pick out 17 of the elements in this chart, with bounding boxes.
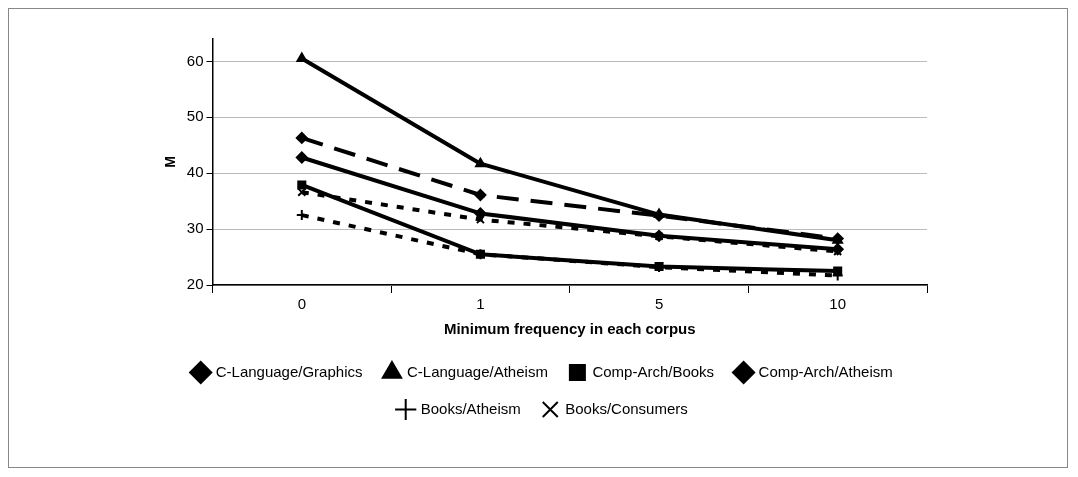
legend-label: Comp-Arch/Books	[592, 362, 715, 380]
x-axis-title: Minimum frequency in each corpus	[443, 320, 696, 338]
y-tick-label: 60	[186, 51, 204, 69]
y-tick-label: 40	[186, 163, 204, 181]
legend-label: Books/Consumers	[565, 399, 688, 417]
y-axis-title: M	[162, 156, 179, 168]
x-tick-label: 0	[297, 295, 306, 313]
x-tick-label: 10	[829, 295, 847, 313]
legend-label: C-Language/Graphics	[215, 362, 363, 380]
legend-label: Books/Atheism	[420, 399, 521, 417]
y-tick-label: 50	[186, 107, 204, 125]
y-tick-label: 20	[186, 275, 204, 293]
legend-label: C-Language/Atheism	[406, 362, 548, 380]
x-tick-label: 1	[476, 295, 485, 313]
x-tick-label: 5	[654, 295, 664, 313]
y-tick-label: 30	[186, 219, 204, 237]
legend-label: Comp-Arch/Atheism	[758, 362, 893, 380]
